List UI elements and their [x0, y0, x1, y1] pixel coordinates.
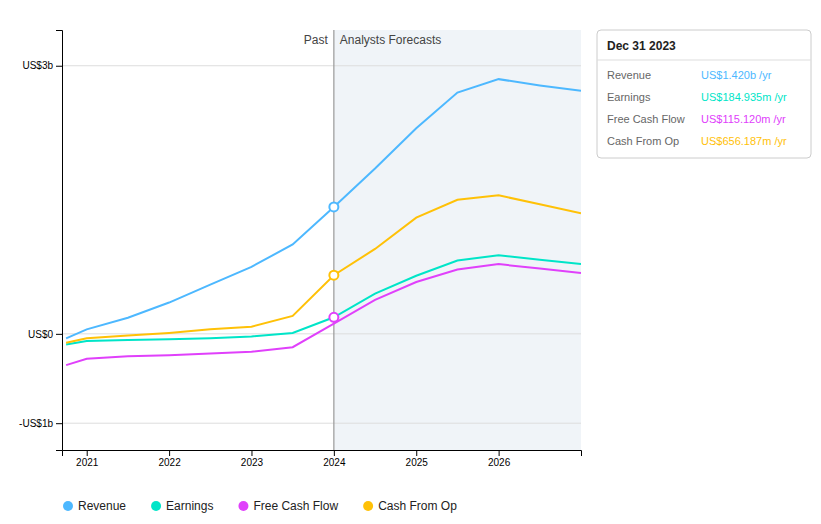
tick-label: 2026	[488, 457, 511, 468]
plot: 2021 2022 2023 2024 2025 2026 -US$1b US$0 US$3b P…	[19, 30, 581, 468]
legend-label: Free Cash Flow	[253, 499, 338, 513]
tick-label: 2021	[76, 457, 99, 468]
tooltip-value: US$115.120m /yr	[701, 113, 786, 125]
tick-mark	[56, 423, 62, 424]
legend-label: Earnings	[166, 499, 213, 513]
axis-domain	[63, 451, 582, 457]
tick-label: 2024	[323, 457, 346, 468]
y-tick: -US$1b	[19, 418, 62, 429]
legend-swatch	[151, 501, 161, 511]
tick-mark	[56, 66, 62, 67]
tick-mark	[416, 450, 417, 456]
tick-label: 2023	[241, 457, 264, 468]
legend-label: Cash From Op	[378, 499, 457, 513]
legend: Revenue Earnings Free Cash Flow Cash From O…	[63, 499, 457, 513]
x-tick: 2023	[241, 450, 264, 468]
legend-item: Free Cash Flow	[238, 499, 338, 513]
tick-label: US$3b	[22, 60, 53, 71]
tooltip-label: Free Cash Flow	[607, 113, 685, 125]
highlight-dot	[329, 313, 338, 322]
series-line	[66, 79, 581, 338]
legend-swatch	[63, 501, 73, 511]
x-tick: 2026	[488, 450, 511, 468]
tick-mark	[87, 450, 88, 456]
legend-item: Revenue	[63, 499, 126, 513]
legend-swatch	[238, 501, 248, 511]
tick-label: US$0	[28, 329, 53, 340]
x-tick: 2025	[406, 450, 429, 468]
tooltip-box: Dec 31 2023 Revenue US$1.420b /yr Earnings U…	[597, 30, 811, 158]
series-line	[66, 195, 581, 342]
x-tick: 2022	[158, 450, 181, 468]
legend-item: Earnings	[151, 499, 213, 513]
legend-item: Cash From Op	[363, 499, 457, 513]
x-tick: 2021	[76, 450, 99, 468]
grid-line	[62, 65, 581, 66]
tick-mark	[56, 334, 62, 335]
legend-swatch	[363, 501, 373, 511]
series-line	[66, 264, 581, 365]
legend-label: Revenue	[78, 499, 126, 513]
region-label: Analysts Forecasts	[340, 33, 441, 47]
tick-mark	[169, 450, 170, 456]
tick-mark	[499, 450, 500, 456]
tooltip-separator	[597, 60, 811, 61]
y-tick: US$3b	[22, 60, 62, 71]
tooltip-frame	[597, 30, 811, 158]
tooltip-label: Cash From Op	[607, 135, 679, 147]
y-tick: US$0	[28, 329, 62, 340]
x-tick: 2024	[323, 450, 346, 468]
series-line	[66, 255, 581, 344]
split-line	[333, 30, 334, 450]
axis-domain	[56, 31, 63, 451]
chart: 2021 2022 2023 2024 2025 2026 -US$1b US$0 US$3b P…	[0, 0, 821, 524]
x-axis: 2021 2022 2023 2024 2025 2026	[63, 450, 582, 468]
y-axis: -US$1b US$0 US$3b	[19, 31, 62, 451]
tooltip-label: Earnings	[607, 91, 651, 103]
tick-label: -US$1b	[19, 418, 53, 429]
grid-line	[62, 423, 581, 424]
tooltip-label: Revenue	[607, 69, 651, 81]
tick-label: 2025	[406, 457, 429, 468]
tick-label: 2022	[158, 457, 181, 468]
tick-mark	[334, 450, 335, 456]
tick-mark	[251, 450, 252, 456]
region-label: Past	[304, 33, 329, 47]
tooltip-value: US$184.935m /yr	[701, 91, 787, 103]
tooltip-value: US$1.420b /yr	[701, 69, 772, 81]
highlight-dot	[329, 271, 338, 280]
tooltip-title: Dec 31 2023	[607, 39, 676, 53]
tooltip-value: US$656.187m /yr	[701, 135, 787, 147]
highlight-dot	[329, 202, 338, 211]
marks	[62, 30, 581, 450]
